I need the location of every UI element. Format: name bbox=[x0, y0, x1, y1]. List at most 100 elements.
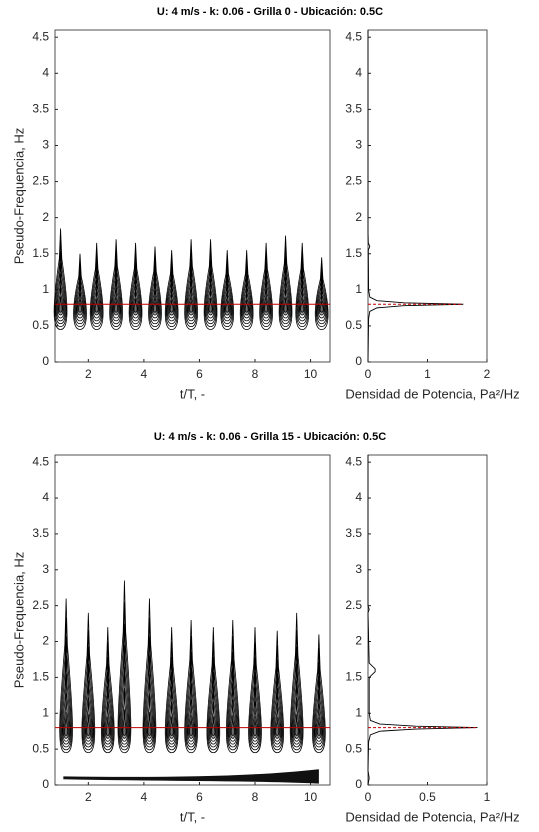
y-tick-label: 1 bbox=[42, 705, 49, 719]
contour-level bbox=[167, 274, 177, 322]
contour-level bbox=[226, 635, 239, 751]
y-tick-label: 4.5 bbox=[32, 454, 49, 468]
y-tick-label: 0 bbox=[355, 354, 362, 368]
contour-level bbox=[111, 268, 121, 322]
y-tick-label: 3 bbox=[42, 138, 49, 152]
contour-level bbox=[185, 635, 198, 751]
y-tick-label: 4 bbox=[355, 490, 362, 504]
contour-level bbox=[167, 671, 177, 745]
x-tick-label: 1 bbox=[424, 367, 431, 381]
y-tick-label: 1.5 bbox=[345, 670, 362, 684]
contour-level bbox=[187, 683, 195, 742]
contour-level bbox=[76, 284, 84, 319]
axes-frame bbox=[367, 454, 488, 786]
contour-lobe bbox=[164, 627, 179, 754]
contour-level bbox=[86, 714, 91, 736]
contour-level bbox=[312, 648, 325, 751]
y-tick-label: 0 bbox=[42, 777, 49, 791]
x-tick-label: 10 bbox=[304, 367, 318, 381]
contour-level bbox=[316, 271, 327, 325]
y-tick-label: 2.5 bbox=[345, 174, 362, 188]
contour-lobe bbox=[203, 239, 218, 330]
contour-level bbox=[208, 298, 213, 313]
contour-level bbox=[317, 278, 327, 322]
contour-level bbox=[150, 272, 160, 322]
contour-level bbox=[241, 266, 252, 325]
y-tick-label: 3.5 bbox=[32, 526, 49, 540]
contour-lobe bbox=[142, 598, 157, 754]
contour-level bbox=[152, 299, 158, 313]
psd-line bbox=[367, 455, 478, 786]
contour-level bbox=[186, 667, 196, 745]
y-tick-label: 0.5 bbox=[32, 741, 49, 755]
contour-level bbox=[207, 642, 220, 751]
contour-level bbox=[169, 716, 174, 736]
axes-frame bbox=[54, 454, 331, 786]
contour-level bbox=[120, 666, 129, 742]
contour-level bbox=[168, 686, 176, 742]
contour-lobe bbox=[289, 612, 304, 754]
contour-level bbox=[291, 646, 302, 748]
y-tick-label: 1 bbox=[355, 705, 362, 719]
contour-level bbox=[244, 299, 249, 313]
x-tick-label: 4 bbox=[141, 790, 148, 804]
contour-lobe bbox=[59, 598, 73, 754]
contour-level bbox=[315, 264, 328, 328]
contour-level bbox=[56, 262, 65, 322]
contour-level bbox=[166, 656, 177, 748]
y-tick-label: 4.5 bbox=[345, 454, 362, 468]
y-tick-label: 4 bbox=[42, 65, 49, 79]
contour-level bbox=[281, 276, 290, 319]
contour-level bbox=[129, 252, 142, 328]
y-tick-label: 1.5 bbox=[345, 246, 362, 260]
contour-level bbox=[189, 298, 194, 313]
contour-level bbox=[315, 689, 323, 742]
contour-lobe bbox=[109, 239, 123, 330]
contour-level bbox=[249, 656, 261, 748]
contour-level bbox=[101, 642, 114, 751]
contour-level bbox=[185, 249, 198, 328]
y-tick-label: 2 bbox=[42, 210, 49, 224]
contour-level bbox=[165, 642, 178, 751]
contour-level bbox=[222, 266, 233, 325]
contour-level bbox=[297, 261, 308, 325]
contour-level bbox=[209, 686, 217, 742]
contour-level bbox=[93, 280, 101, 319]
contour-level bbox=[281, 266, 290, 322]
contour-level bbox=[208, 656, 219, 748]
y-tick-label: 2.5 bbox=[345, 598, 362, 612]
contour-level bbox=[114, 298, 119, 313]
y-tick-label: 1.5 bbox=[32, 670, 49, 684]
x-axis-label: Densidad de Potencia, Pa²/Hz bbox=[345, 809, 519, 824]
contour-level bbox=[56, 273, 65, 319]
y-tick-label: 3 bbox=[355, 562, 362, 576]
contour-level bbox=[248, 642, 262, 751]
contour-level bbox=[185, 651, 197, 748]
contour-level bbox=[318, 286, 326, 319]
contour-level bbox=[119, 623, 130, 748]
contour-lobe bbox=[184, 239, 198, 330]
contour-lobe bbox=[89, 242, 104, 330]
contour-lobe bbox=[128, 242, 143, 330]
contour-level bbox=[118, 602, 131, 751]
contour-level bbox=[166, 266, 177, 325]
y-tick-label: 3 bbox=[355, 138, 362, 152]
x-tick-label: 0.5 bbox=[419, 790, 436, 804]
y-tick-label: 1.5 bbox=[32, 246, 49, 260]
contour-level bbox=[122, 709, 127, 736]
contour-level bbox=[208, 671, 218, 745]
contour-level bbox=[91, 261, 102, 325]
contour-lobe bbox=[164, 250, 179, 330]
contour-level bbox=[273, 688, 281, 742]
y-tick-label: 1 bbox=[355, 282, 362, 296]
x-tick-label: 2 bbox=[85, 790, 92, 804]
contour-lobe bbox=[117, 580, 132, 754]
axes-frame bbox=[54, 29, 331, 363]
y-tick-label: 3.5 bbox=[345, 102, 362, 116]
contour-level bbox=[120, 645, 129, 745]
chart-title: U: 4 m/s - k: 0.06 - Grilla 0 - Ubicació… bbox=[157, 6, 383, 18]
contour-level bbox=[221, 258, 234, 328]
contour-level bbox=[110, 258, 122, 325]
contour-level bbox=[228, 667, 238, 745]
contour-level bbox=[204, 249, 217, 328]
